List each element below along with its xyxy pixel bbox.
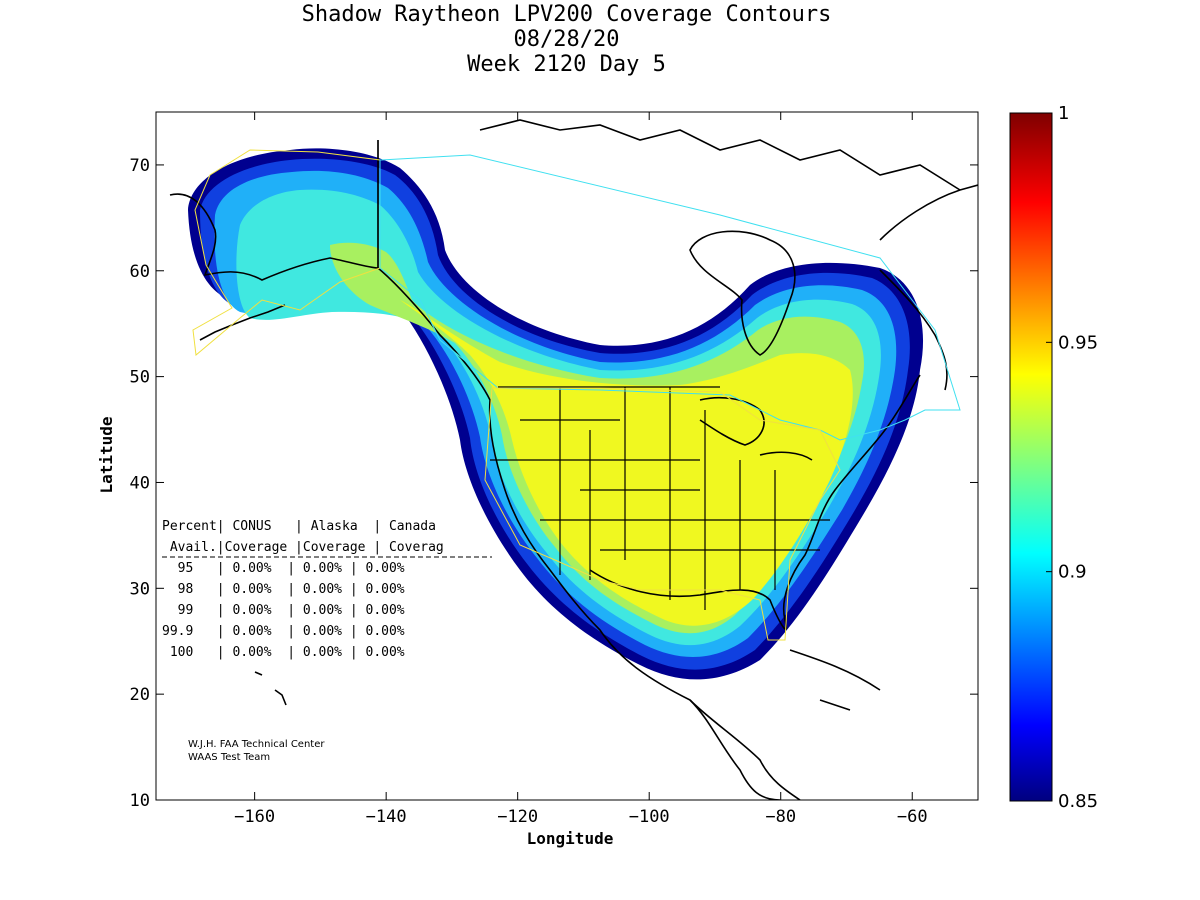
y-tick-label: 10	[130, 791, 150, 811]
colorbar-tick-label: 0.9	[1058, 562, 1087, 583]
y-tick-label: 40	[130, 473, 150, 493]
x-axis-ticks: −160 −140 −120 −100 −80 −60	[234, 112, 928, 827]
y-tick-label: 20	[130, 685, 150, 705]
alaska-coast	[169, 140, 379, 281]
table-header-2: Avail.|Coverage |Coverage | Coverag	[162, 540, 444, 555]
x-tick-label: −80	[765, 807, 796, 827]
y-tick-label: 30	[130, 579, 150, 599]
pacific-coast	[377, 267, 781, 800]
chart-date: 08/28/20	[513, 27, 620, 52]
x-tick-label: −120	[497, 807, 538, 827]
colorbar-ticks: 1 0.95 0.9 0.85	[1046, 103, 1098, 812]
conus-boundary	[484, 387, 841, 641]
y-axis-ticks: 10 20 30 40 50 60 70	[130, 156, 978, 811]
credit-line-1: W.J.H. FAA Technical Center	[188, 739, 325, 750]
plot-frame	[155, 111, 979, 801]
hawaii-islands	[254, 671, 287, 706]
gulf-coast	[589, 374, 921, 631]
central-america	[689, 699, 801, 800]
colorbar	[1009, 112, 1053, 802]
x-tick-label: −60	[897, 807, 928, 827]
colorbar-tick-label: 1	[1058, 103, 1069, 124]
x-axis-label: Longitude	[527, 829, 614, 848]
caribbean	[789, 649, 881, 711]
chart-week-day: Week 2120 Day 5	[467, 52, 666, 77]
table-row: 98 | 0.00% | 0.00% | 0.00%	[162, 582, 405, 597]
chart-title: Shadow Raytheon LPV200 Coverage Contours	[301, 2, 832, 27]
table-header-1: Percent| CONUS | Alaska | Canada	[162, 519, 436, 534]
availability-table: Percent| CONUS | Alaska | Canada Avail.|…	[162, 519, 492, 660]
x-tick-label: −140	[366, 807, 407, 827]
state-borders	[377, 140, 830, 610]
table-row: 95 | 0.00% | 0.00% | 0.00%	[162, 561, 405, 576]
x-tick-label: −160	[234, 807, 275, 827]
alaska-boundary	[192, 149, 381, 356]
table-row: 100 | 0.00% | 0.00% | 0.00%	[162, 645, 405, 660]
coverage-contours	[188, 148, 924, 680]
y-axis-label: Latitude	[97, 416, 116, 493]
table-row: 99 | 0.00% | 0.00% | 0.00%	[162, 603, 405, 618]
colorbar-tick-label: 0.95	[1058, 332, 1098, 353]
y-tick-label: 70	[130, 156, 150, 176]
coastlines	[169, 119, 978, 800]
credit-line-2: WAAS Test Team	[188, 752, 270, 763]
arctic-islands	[479, 119, 961, 191]
y-tick-label: 50	[130, 368, 150, 388]
table-row: 99.9 | 0.00% | 0.00% | 0.00%	[162, 624, 405, 639]
colorbar-tick-label: 0.85	[1058, 791, 1098, 812]
canada-boundary	[379, 154, 961, 441]
x-tick-label: −100	[629, 807, 670, 827]
aleutian-chain	[199, 304, 286, 341]
hudson-bay	[689, 230, 796, 356]
labrador-coast	[879, 269, 948, 391]
service-boundaries	[192, 149, 961, 641]
y-tick-label: 60	[130, 262, 150, 282]
greenland-coast	[879, 184, 978, 241]
